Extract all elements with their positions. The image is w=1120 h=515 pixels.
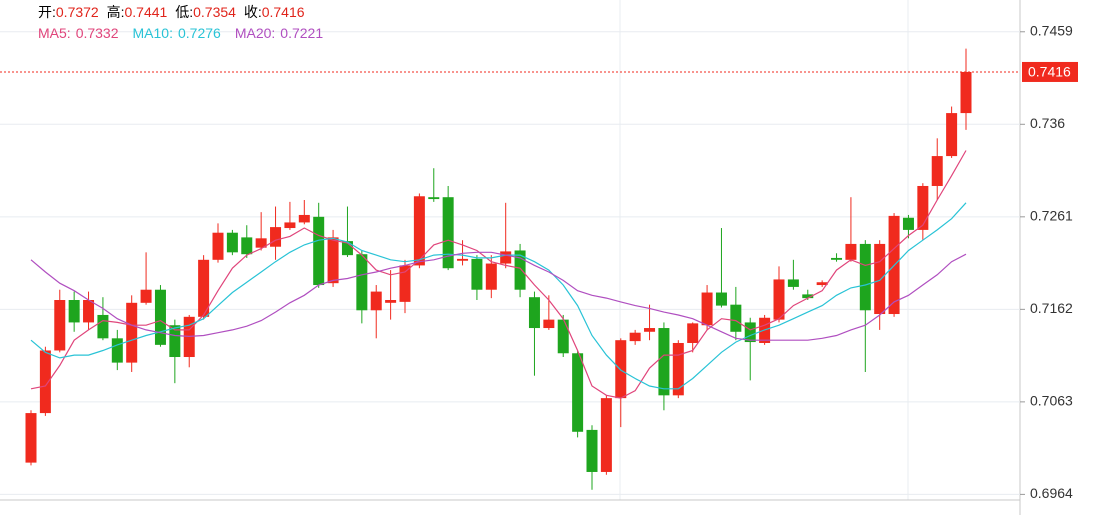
candle-body xyxy=(500,251,512,264)
value: 0.7354 xyxy=(193,4,236,20)
candle-body xyxy=(413,196,425,266)
legend-value: 0.7221 xyxy=(280,25,323,41)
candle-body xyxy=(730,304,742,332)
candle-body xyxy=(356,254,368,311)
label: 开: xyxy=(38,4,56,20)
ma-line xyxy=(30,150,967,399)
candle-body xyxy=(39,350,51,414)
candle-body xyxy=(917,185,929,230)
candle-body xyxy=(845,243,857,260)
candle-body xyxy=(428,197,440,200)
candle-body xyxy=(457,258,469,261)
candle-body xyxy=(816,282,828,286)
candle-body xyxy=(25,413,37,463)
candle-body xyxy=(557,319,569,354)
candle-body xyxy=(442,197,454,269)
value: 0.7372 xyxy=(56,4,99,20)
y-tick-label: 0.7459 xyxy=(1030,22,1073,38)
price-tag-label: 0.7416 xyxy=(1028,64,1071,80)
candle-body xyxy=(874,243,886,315)
y-tick-label: 0.7063 xyxy=(1030,393,1073,409)
candle-body xyxy=(528,297,540,329)
y-tick-label: 0.7261 xyxy=(1030,208,1073,224)
value: 0.7416 xyxy=(262,4,305,20)
value: 0.7441 xyxy=(125,4,168,20)
candle-body xyxy=(787,279,799,287)
candle-body xyxy=(97,314,109,339)
candle-body xyxy=(960,71,972,114)
ma-line xyxy=(30,202,967,390)
candle-body xyxy=(658,328,670,396)
candle-body xyxy=(370,291,382,311)
ma-line xyxy=(30,251,967,341)
candle-body xyxy=(687,323,699,343)
candle-body xyxy=(485,263,497,290)
candle-body xyxy=(543,319,555,329)
candle-body xyxy=(212,232,224,260)
legend-name: MA10: xyxy=(133,25,173,41)
candle-body xyxy=(600,398,612,472)
candle-body xyxy=(83,300,95,323)
candle-body xyxy=(241,237,253,255)
legend-name: MA5: xyxy=(38,25,71,41)
candle-body xyxy=(198,259,210,317)
candle-body xyxy=(298,214,310,223)
ohlc-header: 开:0.7372 高:0.7441 低:0.7354 收:0.7416 xyxy=(38,4,305,20)
price-tag xyxy=(1022,61,1078,82)
candle-body xyxy=(572,353,584,432)
candle-body xyxy=(644,328,656,332)
candle-body xyxy=(169,325,181,358)
candle-body xyxy=(68,300,80,323)
candle-body xyxy=(701,292,713,326)
candle-body xyxy=(140,289,152,303)
candle-body xyxy=(226,232,238,253)
candle-body xyxy=(399,265,411,302)
ma-legend: MA5: 0.7332 MA10: 0.7276 MA20: 0.7221 xyxy=(38,25,323,41)
candle-body xyxy=(313,216,325,286)
candle-body xyxy=(514,250,526,290)
candle-body xyxy=(802,294,814,299)
candle-body xyxy=(154,289,166,345)
candle-body xyxy=(831,257,843,260)
candle-body xyxy=(629,332,641,342)
candle-body xyxy=(859,243,871,311)
label: 高: xyxy=(107,4,125,20)
candle-body xyxy=(341,241,353,256)
candle-body xyxy=(54,300,66,351)
candle-body xyxy=(615,340,627,399)
plot xyxy=(0,31,1020,495)
legend-name: MA20: xyxy=(235,25,275,41)
candle-body xyxy=(385,300,397,303)
candle-body xyxy=(126,302,138,363)
y-tick-label: 0.6964 xyxy=(1030,485,1073,501)
label: 低: xyxy=(175,4,193,20)
candle-body xyxy=(773,279,785,320)
y-tick-label: 0.7162 xyxy=(1030,300,1073,316)
candle-body xyxy=(586,429,598,472)
candle-body xyxy=(931,156,943,186)
legend-value: 0.7276 xyxy=(178,25,221,41)
candle-body xyxy=(471,258,483,290)
y-tick-label: 0.736 xyxy=(1030,115,1065,131)
candle-body xyxy=(284,222,296,229)
candle-body xyxy=(946,113,958,157)
candle-body xyxy=(111,338,123,363)
legend-value: 0.7332 xyxy=(76,25,119,41)
candle-body xyxy=(255,238,267,248)
candle-body xyxy=(270,227,282,247)
label: 收: xyxy=(244,4,262,20)
candle-body xyxy=(902,217,914,230)
candle-body xyxy=(672,342,684,396)
candle-body xyxy=(327,237,339,284)
candle-body xyxy=(715,292,727,306)
candle-body xyxy=(744,322,756,343)
